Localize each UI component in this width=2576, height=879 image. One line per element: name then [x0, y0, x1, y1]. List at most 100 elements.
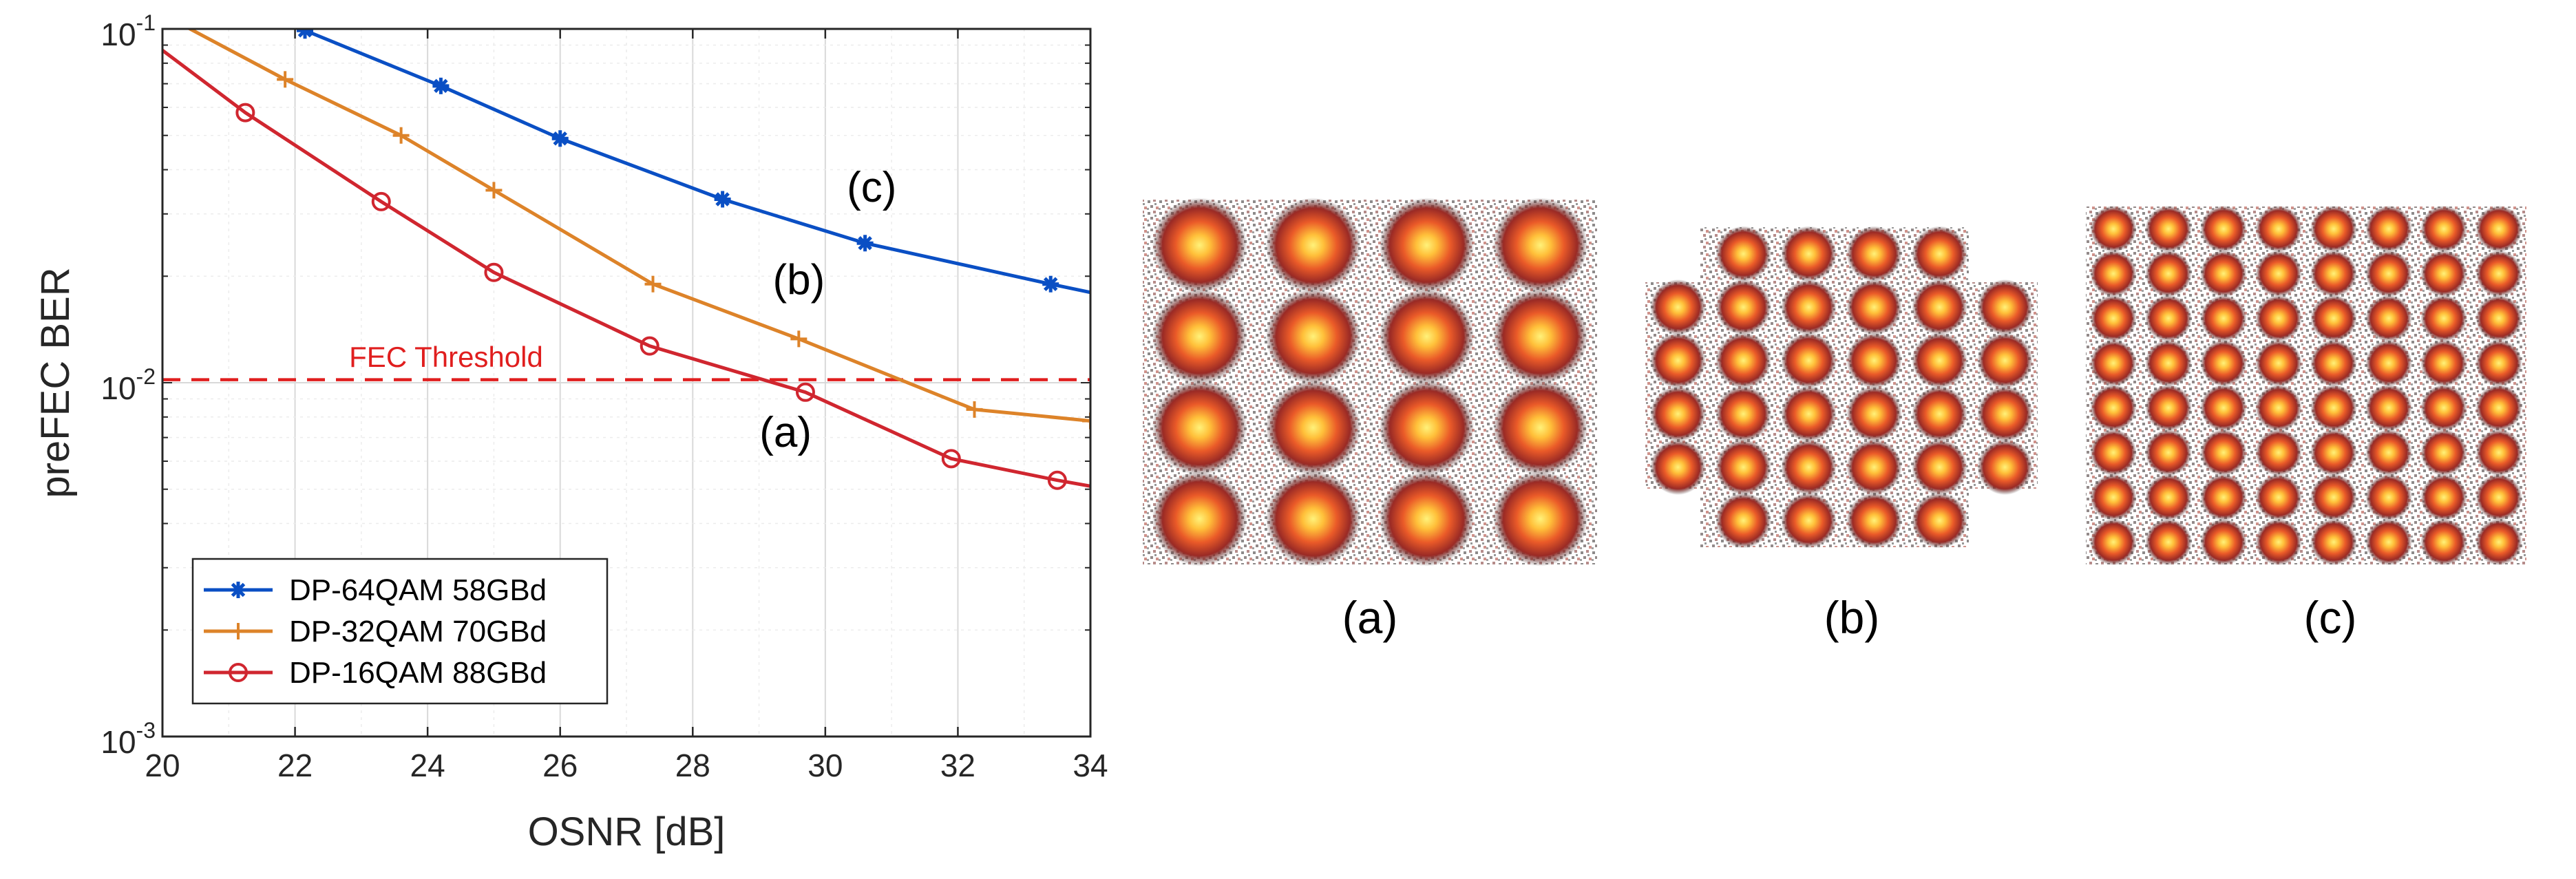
x-tick-labels: 20 22 24 26 28 30 32 34 [145, 748, 1108, 783]
constellation-points [1152, 198, 1588, 566]
constellation-point [2145, 295, 2192, 342]
annotation-label: (b) [772, 256, 825, 304]
legend-entry-32qam: DP-32QAM 70GBd [204, 615, 547, 648]
constellation-point [2145, 250, 2192, 297]
circle-marker [941, 449, 961, 469]
asterisk-marker [1042, 275, 1059, 293]
constellation-point [2475, 295, 2522, 342]
constellation-point [2310, 339, 2357, 387]
constellation-point [1650, 332, 1706, 389]
constellation-point [2420, 250, 2467, 297]
constellation-point [2145, 429, 2192, 476]
constellation-point [2475, 339, 2522, 387]
constellation-point [1379, 471, 1475, 566]
constellation-point [2255, 429, 2302, 476]
asterisk-marker [551, 130, 569, 147]
series-dp-16qam-88gbd [162, 49, 1090, 490]
series-line [297, 29, 1090, 295]
constellation-point [1977, 385, 2033, 442]
x-tick-label: 26 [542, 748, 578, 783]
constellation-point [1715, 492, 1771, 549]
constellation-point [1152, 288, 1247, 384]
constellation-point [1379, 198, 1475, 293]
constellation-point [2310, 250, 2357, 297]
constellation-point [2365, 205, 2412, 253]
constellation-point [2200, 384, 2247, 432]
constellation-point [2365, 250, 2412, 297]
constellation-point [2365, 518, 2412, 566]
y-tick-label: 10-2 [101, 364, 156, 406]
constellation-point [2365, 474, 2412, 521]
constellation-point [1715, 439, 1771, 496]
circle-marker [1047, 470, 1067, 490]
constellation-point [2200, 339, 2247, 387]
constellation-point [2200, 429, 2247, 476]
constellation-point [2145, 518, 2192, 566]
constellation-point [2475, 250, 2522, 297]
constellation-point [2255, 205, 2302, 253]
y-tick-label: 10-1 [101, 10, 156, 52]
x-tick-label: 28 [675, 748, 710, 783]
ber-chart: 10-1 10-2 10-3 20 22 24 26 28 30 32 34 preFEC BER… [33, 10, 1108, 854]
constellation-noise [1645, 227, 2038, 547]
circle-marker [229, 663, 248, 682]
constellation-point [2420, 295, 2467, 342]
constellation-point [2365, 429, 2412, 476]
constellation-point [1379, 380, 1475, 476]
series-dp-32qam-70gbd [186, 29, 1090, 430]
constellation-point [1846, 492, 1902, 549]
constellation-point [1152, 471, 1247, 566]
curve-annotations: (c) (b) (a) [759, 164, 896, 456]
legend-label-64qam: DP-64QAM 58GBd [289, 573, 547, 607]
constellation-point [2310, 205, 2357, 253]
plus-marker [966, 401, 983, 418]
constellation-point [1492, 288, 1588, 384]
constellation-point [2420, 429, 2467, 476]
constellation-point [2090, 250, 2137, 297]
constellation-point [2090, 518, 2137, 566]
series-layer [162, 29, 1090, 490]
x-tick-label: 22 [277, 748, 313, 783]
legend-label-32qam: DP-32QAM 70GBd [289, 615, 547, 648]
constellation-b: (b) [1645, 226, 2038, 643]
constellation-point [2365, 384, 2412, 432]
constellation-point [1846, 226, 1902, 282]
circle-marker [795, 382, 815, 402]
constellation-point [2090, 295, 2137, 342]
constellation-point [1912, 332, 1967, 389]
constellation-point [2475, 384, 2522, 432]
y-tick-label: 10-3 [101, 718, 156, 760]
plus-marker [790, 330, 807, 348]
constellation-points [2090, 205, 2522, 566]
constellation-point [2420, 518, 2467, 566]
constellation-point [2090, 474, 2137, 521]
series-dp-64qam-58gbd [297, 29, 1090, 295]
axis-ticks [161, 29, 1092, 737]
legend-circle-marker [229, 663, 248, 682]
constellation-point [1781, 439, 1837, 496]
constellation-point [2475, 518, 2522, 566]
plus-marker [392, 127, 410, 144]
constellation-point [2255, 295, 2302, 342]
constellation-point [1912, 279, 1967, 335]
x-axis-label: OSNR [dB] [528, 809, 726, 854]
series-line [162, 49, 1090, 488]
y-tick-labels: 10-1 10-2 10-3 [101, 10, 156, 760]
constellation-point [2200, 474, 2247, 521]
constellation-point [1912, 385, 1967, 442]
asterisk-marker [297, 29, 314, 39]
constellation-point [1912, 439, 1967, 496]
legend-entry-64qam: DP-64QAM 58GBd [204, 573, 547, 607]
constellation-point [2255, 250, 2302, 297]
constellation-point [2365, 339, 2412, 387]
constellation-point [2090, 384, 2137, 432]
constellation-point [1492, 198, 1588, 293]
constellation-points [1650, 226, 2033, 549]
x-tick-label: 34 [1073, 748, 1108, 783]
plus-marker [230, 623, 246, 639]
constellation-point [2310, 429, 2357, 476]
circle-marker [235, 103, 255, 123]
constellation-point [2310, 295, 2357, 342]
constellation-point [1265, 380, 1361, 476]
constellation-point [1492, 471, 1588, 566]
